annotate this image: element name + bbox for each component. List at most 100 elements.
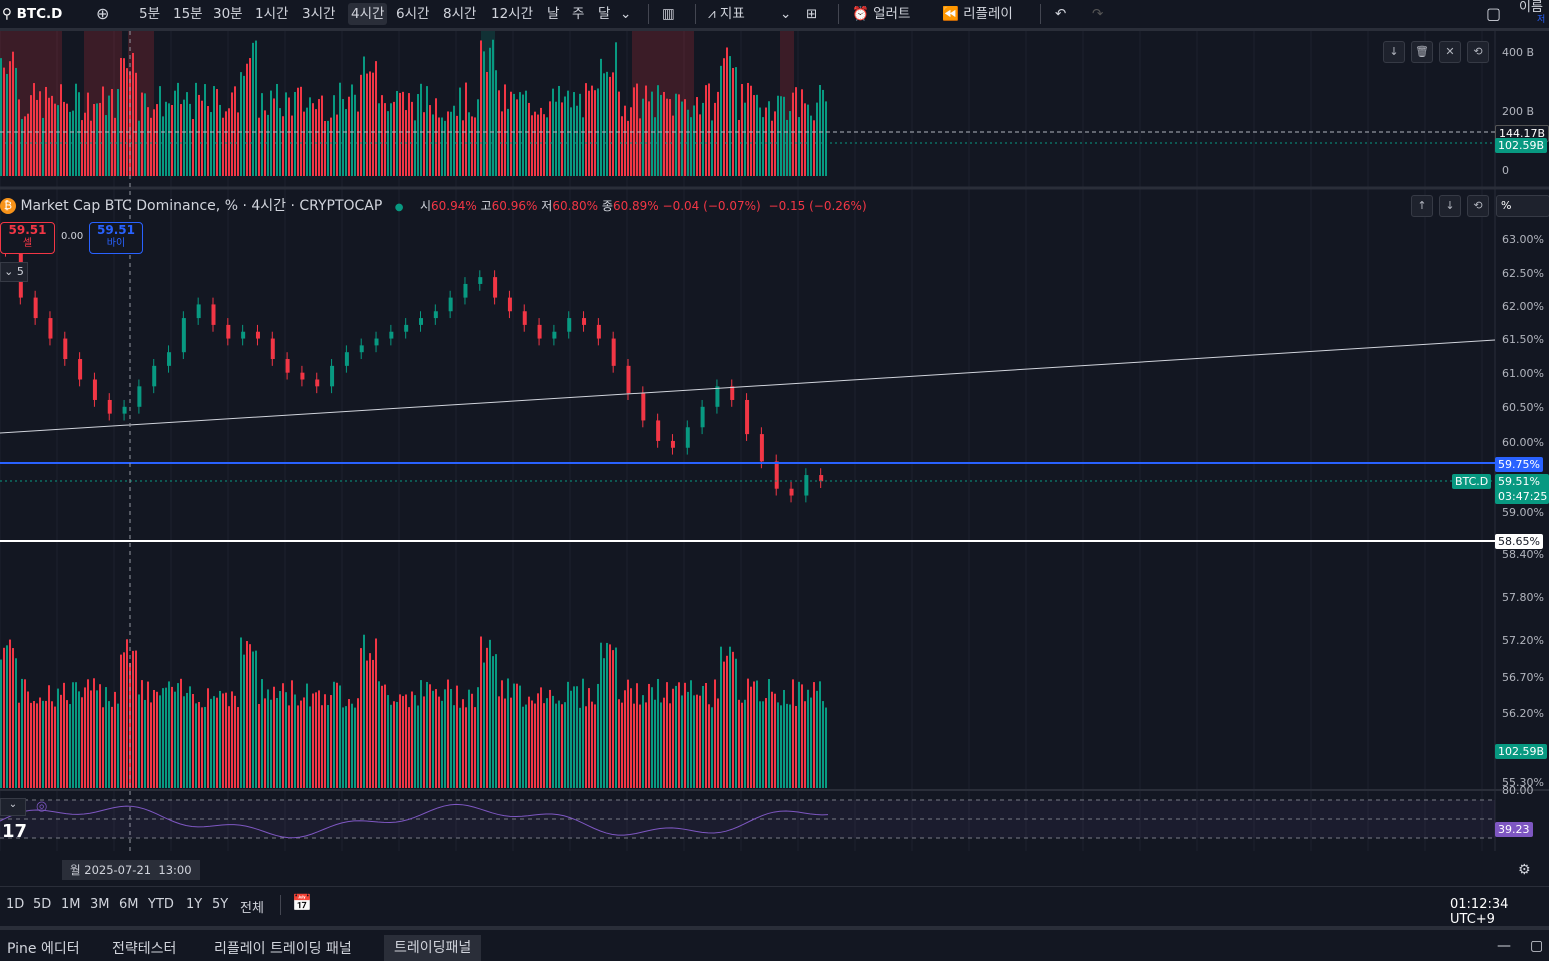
volume-bar-lower — [501, 680, 503, 788]
sell-price: 59.51 — [8, 223, 47, 237]
interval-0[interactable]: 5분 — [139, 6, 161, 22]
maximize-panel-icon[interactable]: ▢ — [1530, 938, 1544, 954]
chart-canvas[interactable]: 400 B 200 B 0 63.00% 62.50% 62.00% 61.50% 61.00… — [0, 31, 1549, 855]
volume-bar-lower — [792, 679, 794, 788]
range-4[interactable]: 6M — [119, 897, 139, 912]
candle-body — [700, 406, 705, 428]
range-7[interactable]: 5Y — [212, 897, 229, 912]
clock[interactable]: 01:12:34 UTC+9 — [1450, 897, 1509, 927]
redo-icon[interactable]: ↷ — [1092, 6, 1104, 22]
volume-bar-lower — [684, 682, 686, 788]
symbol-search[interactable]: ⚲ BTC.D — [2, 3, 62, 25]
volume-bar-lower — [756, 680, 758, 788]
volume-bar-lower — [771, 691, 773, 788]
interval-5[interactable]: 4시간 — [348, 3, 388, 25]
volume-bar — [822, 89, 824, 176]
rsi-collapse-icon[interactable]: ⌄ — [0, 798, 26, 816]
candle-body — [626, 365, 631, 394]
volume-bar — [582, 117, 584, 176]
volume-bar — [783, 96, 785, 176]
volume-bar-lower — [717, 698, 719, 788]
volume-bar-lower — [594, 704, 596, 788]
range-3[interactable]: 3M — [90, 897, 110, 912]
minimize-icon[interactable]: — — [1497, 938, 1511, 954]
volume-bar-lower — [534, 703, 536, 788]
volume-axis-label: 0 — [1502, 164, 1509, 177]
interval-8[interactable]: 12시간 — [491, 6, 534, 22]
move-up-icon[interactable]: ↑ — [1411, 195, 1433, 217]
volume-bar — [801, 89, 803, 176]
range-6[interactable]: 1Y — [186, 897, 203, 912]
range-0[interactable]: 1D — [6, 897, 25, 912]
interval-4[interactable]: 3시간 — [302, 6, 336, 22]
range-2[interactable]: 1M — [61, 897, 81, 912]
chart-settings-icon[interactable]: ⚙ — [1518, 862, 1531, 878]
move-down-icon[interactable]: ↓ — [1439, 195, 1461, 217]
close-value: 60.89% — [612, 199, 659, 213]
add-symbol-icon[interactable]: ⊕ — [96, 4, 110, 23]
layout-name[interactable]: 이름 — [1519, 0, 1543, 15]
chart-area[interactable]: 400 B 200 B 0 63.00% 62.50% 62.00% 61.50% 61.00… — [0, 31, 1549, 880]
panel-tab-3[interactable]: 트레이딩패널 — [384, 935, 482, 961]
panel-tab-1[interactable]: 전략테스터 — [112, 941, 177, 957]
indicators-button[interactable]: ⩘ 지표 — [708, 3, 745, 25]
interval-10[interactable]: 주 — [572, 6, 585, 22]
panel-tab-2[interactable]: 리플레이 트레이딩 패널 — [214, 941, 352, 957]
interval-2[interactable]: 30분 — [213, 6, 243, 22]
candle-body — [241, 331, 246, 339]
interval-3[interactable]: 1시간 — [255, 6, 289, 22]
volume-bar — [195, 82, 197, 176]
volume-bar-lower — [606, 642, 608, 788]
volume-bar-lower — [573, 686, 575, 788]
interval-6[interactable]: 6시간 — [396, 6, 430, 22]
volume-bar — [201, 100, 203, 176]
interval-9[interactable]: 날 — [547, 6, 560, 22]
buy-button[interactable]: 59.51 바이 — [89, 222, 143, 254]
volume-bar-lower — [219, 690, 221, 788]
delete-icon[interactable]: 🗑 — [1411, 41, 1433, 63]
undo-icon[interactable]: ↶ — [1055, 6, 1067, 22]
replay-button[interactable]: ⏪ 리플레이 — [942, 3, 1013, 25]
volume-bar — [462, 120, 464, 176]
fullscreen-icon[interactable]: ▢ — [1486, 4, 1502, 23]
panel-tab-0[interactable]: Pine 에디터 — [7, 941, 80, 957]
sell-button[interactable]: 59.51 셀 — [0, 222, 55, 254]
interval-11[interactable]: 달 — [598, 6, 611, 22]
volume-bar — [522, 94, 524, 176]
range-5[interactable]: YTD — [148, 897, 174, 912]
volume-bar — [171, 104, 173, 176]
volume-bar — [159, 86, 161, 176]
range-8[interactable]: 전체 — [240, 901, 264, 916]
alert-button[interactable]: ⏰ 얼러트 — [852, 3, 910, 25]
layout-grid-icon[interactable]: ⊞ — [806, 6, 818, 22]
volume-bar-lower — [786, 703, 788, 788]
range-1[interactable]: 5D — [33, 897, 52, 912]
volume-bar-lower — [222, 693, 224, 788]
candle-body — [493, 277, 498, 298]
chart-type-icon[interactable]: ▥ — [662, 6, 675, 22]
volume-bar-lower — [636, 683, 638, 788]
volume-bar-lower — [477, 687, 479, 788]
volume-bar-lower — [819, 681, 821, 788]
indicators-dropdown-icon[interactable]: ⌄ — [780, 6, 792, 22]
scale-unit-button[interactable]: % — [1496, 195, 1549, 217]
volume-bar — [378, 103, 380, 176]
interval-1[interactable]: 15분 — [173, 6, 203, 22]
indicators-collapse-button[interactable]: ⌄ 5 — [0, 262, 28, 282]
date-range-icon[interactable]: 📅 — [292, 893, 312, 912]
interval-7[interactable]: 8시간 — [443, 6, 477, 22]
volume-bar-lower — [549, 689, 551, 788]
interval-dropdown-icon[interactable]: ⌄ — [620, 6, 632, 22]
move-down-icon[interactable]: ↓ — [1383, 41, 1405, 63]
volume-bar — [798, 117, 800, 176]
bitcoin-icon: ₿ — [0, 198, 16, 214]
legend-title[interactable]: Market Cap BTC Dominance, % · 4시간 · CRYP… — [20, 198, 383, 214]
maximize-icon[interactable]: ⟲ — [1467, 195, 1489, 217]
maximize-icon[interactable]: ⟲ — [1467, 41, 1489, 63]
volume-bar-lower — [159, 695, 161, 788]
volume-bar — [777, 95, 779, 176]
volume-bar-lower — [513, 683, 515, 788]
search-icon: ⚲ — [2, 6, 12, 22]
volume-bar-lower — [660, 702, 662, 788]
collapse-icon[interactable]: ✕ — [1439, 41, 1461, 63]
